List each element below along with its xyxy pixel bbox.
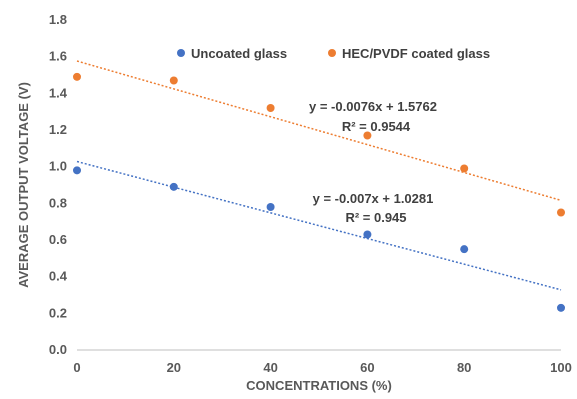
x-tick-label: 100: [550, 360, 572, 375]
y-tick-label: 0.2: [49, 305, 67, 320]
x-tick-label: 40: [263, 360, 277, 375]
y-tick-label: 0.8: [49, 195, 67, 210]
trendline-coated: [76, 60, 562, 202]
r-squared-label: R² = 0.9544: [342, 119, 411, 134]
r-squared-label: R² = 0.945: [345, 210, 406, 225]
legend-label: HEC/PVDF coated glass: [342, 46, 490, 61]
trendline-equation: y = -0.0076x + 1.5762: [309, 99, 437, 114]
y-tick-label: 1.2: [49, 122, 67, 137]
labels-layer: 0.0 0.2 0.4 0.6 0.8 1.0 1.2 1.4 1.6 1.8 0 20 40 60 80 1…: [16, 12, 572, 393]
data-point-coated: [169, 76, 178, 85]
x-tick-label: 80: [457, 360, 471, 375]
x-tick-label: 20: [167, 360, 181, 375]
y-tick-label: 0.6: [49, 232, 67, 247]
data-point-coated: [557, 208, 565, 217]
data-point-coated: [460, 164, 469, 173]
legend-marker: [328, 49, 336, 57]
legend-label: Uncoated glass: [191, 46, 287, 61]
trendline-uncoated: [76, 160, 562, 291]
data-point-uncoated: [73, 166, 81, 175]
data-point-uncoated: [169, 182, 178, 191]
y-axis-title: AVERAGE OUTPUT VOLTAGE (V): [16, 82, 31, 288]
data-point-uncoated: [266, 203, 275, 211]
x-tick-label: 60: [360, 360, 374, 375]
y-tick-label: 0.0: [49, 342, 67, 357]
y-tick-label: 0.4: [49, 269, 68, 284]
trendlines-layer: [76, 60, 562, 291]
data-point-coated: [363, 131, 372, 140]
x-tick-label: 0: [73, 360, 80, 375]
data-point-uncoated: [460, 245, 469, 254]
data-point-coated: [73, 72, 81, 81]
data-point-uncoated: [363, 230, 372, 239]
points-layer: [73, 72, 565, 312]
legend-marker: [177, 49, 185, 57]
data-point-coated: [266, 104, 275, 112]
y-tick-label: 1.4: [49, 85, 68, 100]
y-tick-label: 1.6: [49, 49, 67, 64]
data-point-uncoated: [557, 303, 565, 312]
y-tick-label: 1.0: [49, 159, 67, 174]
x-axis-title: CONCENTRATIONS (%): [246, 378, 392, 393]
y-tick-label: 1.8: [49, 12, 67, 27]
trendline-equation: y = -0.007x + 1.0281: [313, 191, 434, 206]
